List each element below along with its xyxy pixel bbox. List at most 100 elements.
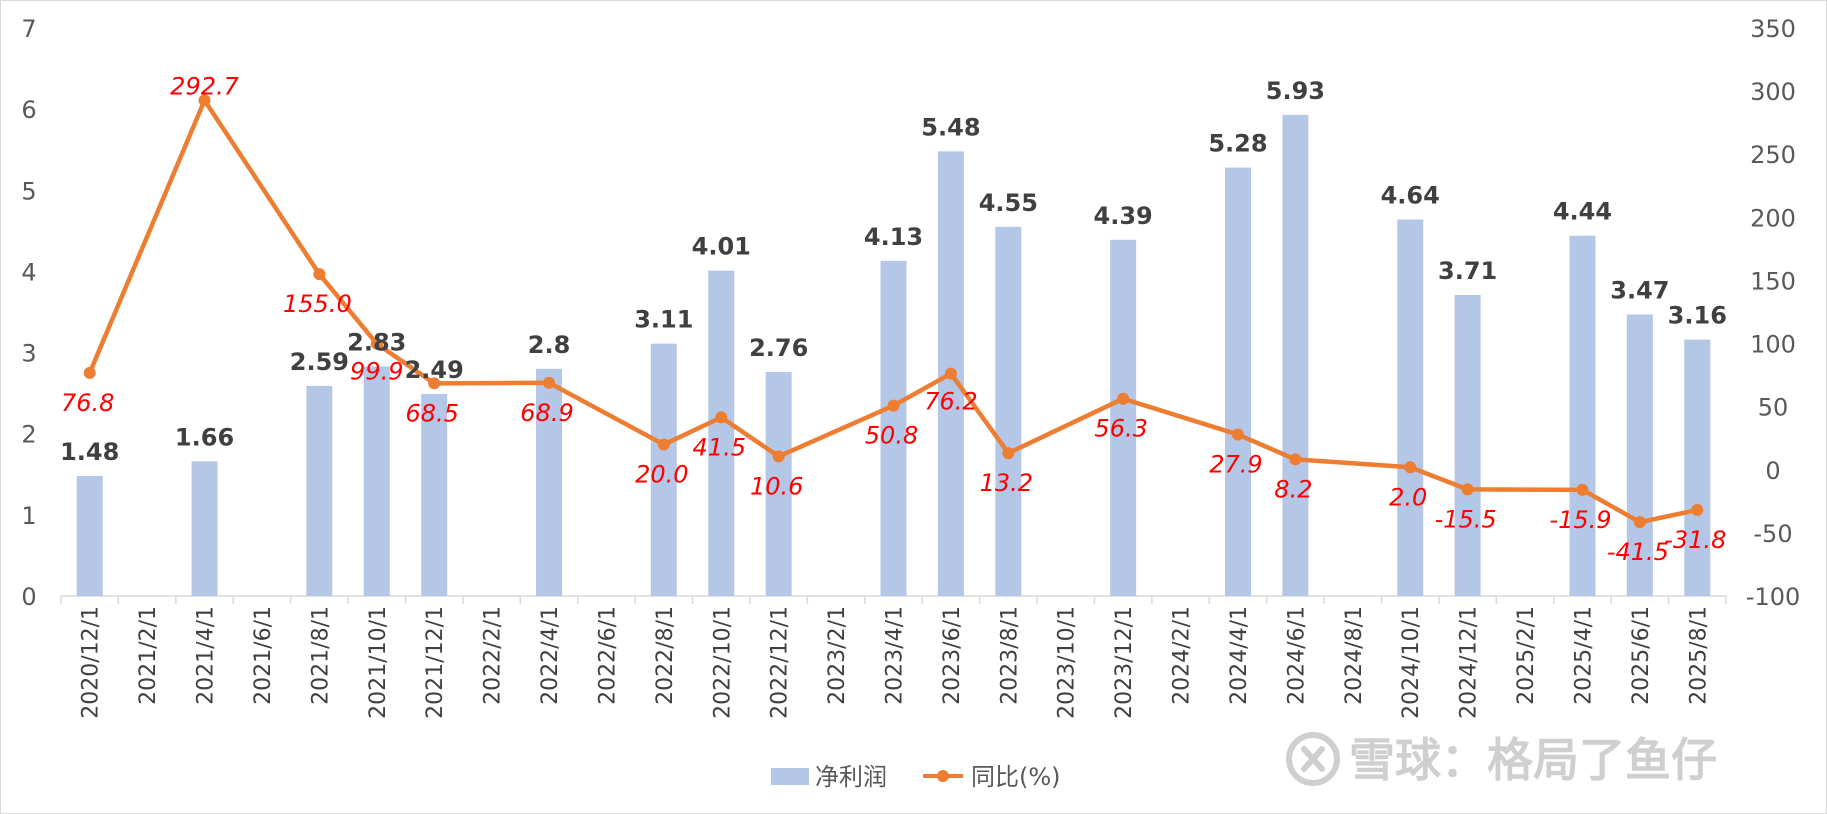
profit-bar-label: 1.48 — [60, 438, 119, 466]
snowball-logo-icon — [1286, 732, 1340, 786]
legend: 净利润 同比(%) — [771, 763, 1061, 791]
y-left-tick-label: 2 — [21, 421, 36, 449]
x-tick-label: 2022/6/1 — [595, 606, 620, 705]
y-left-axis: 0 1 2 3 4 5 6 7 — [21, 15, 36, 611]
profit-bars — [76, 114, 1711, 597]
profit-bar-label: 2.8 — [528, 331, 571, 359]
yoy-data-label: 20.0 — [635, 461, 688, 489]
yoy-line-marker — [1404, 461, 1417, 474]
x-tick-label: 2024/6/1 — [1284, 606, 1309, 705]
x-tick-label: 2021/2/1 — [136, 606, 161, 705]
yoy-line-marker — [428, 377, 441, 390]
profit-bar — [995, 226, 1022, 597]
profit-bar-label: 2.83 — [347, 328, 406, 356]
profit-bar-label: 2.76 — [749, 334, 808, 362]
x-tick-label: 2021/8/1 — [308, 606, 333, 705]
yoy-data-label: 292.7 — [170, 72, 239, 100]
yoy-data-label: 2.0 — [1389, 483, 1427, 511]
profit-bar — [306, 385, 333, 596]
x-tick-label: 2023/4/1 — [883, 606, 908, 705]
x-tick-label: 2022/4/1 — [538, 606, 563, 705]
yoy-data-label: 68.9 — [520, 399, 573, 427]
yoy-data-label: -15.5 — [1435, 505, 1497, 533]
profit-bar — [363, 366, 390, 596]
yoy-line-marker — [715, 411, 728, 424]
yoy-line-marker — [370, 337, 383, 350]
watermark: 雪球：格局了鱼仔 — [1286, 732, 1717, 787]
x-tick-label: 2022/2/1 — [481, 606, 506, 705]
yoy-data-label: 10.6 — [750, 472, 803, 500]
profit-bar-label: 5.93 — [1266, 77, 1325, 105]
yoy-line-marker — [1002, 447, 1015, 460]
y-left-tick-label: 3 — [21, 340, 36, 368]
line-data-labels: 76.8 292.7 155.0 99.968.5 68.9 20.041.510.6 50… — [61, 72, 1726, 566]
yoy-line-marker — [83, 366, 96, 379]
profit-bar-label: 4.13 — [864, 223, 923, 251]
x-tick-label: 2025/2/1 — [1514, 606, 1539, 705]
yoy-data-label: 99.9 — [350, 358, 403, 386]
profit-bar-label: 4.01 — [692, 233, 751, 261]
yoy-line-marker — [1633, 516, 1646, 529]
y-left-tick-label: 4 — [21, 258, 36, 286]
yoy-data-label: -41.5 — [1607, 538, 1669, 566]
profit-bar — [1282, 114, 1309, 596]
yoy-data-label: 76.8 — [61, 389, 114, 417]
y-right-tick-label: -50 — [1753, 520, 1792, 548]
y-right-tick-label: 100 — [1750, 331, 1796, 359]
yoy-data-label: -15.9 — [1549, 506, 1611, 534]
yoy-data-label: 155.0 — [283, 290, 352, 318]
profit-bar-label: 4.64 — [1381, 181, 1440, 209]
yoy-data-label: 50.8 — [865, 422, 918, 450]
yoy-data-label: 8.2 — [1274, 475, 1312, 503]
x-tick-label: 2023/8/1 — [997, 606, 1022, 705]
profit-bar — [765, 372, 792, 596]
profit-bar — [191, 461, 218, 596]
y-right-tick-label: 250 — [1750, 141, 1796, 169]
yoy-line-marker — [198, 94, 211, 107]
profit-bar — [880, 260, 907, 596]
x-tick-label: 2025/8/1 — [1686, 606, 1711, 705]
y-left-tick-label: 7 — [21, 15, 36, 43]
profit-bar-label: 5.48 — [921, 113, 980, 141]
x-tick-label: 2022/10/1 — [710, 606, 735, 719]
y-right-tick-label: 0 — [1765, 457, 1780, 485]
yoy-line-marker — [1691, 503, 1704, 516]
profit-bar-label: 4.55 — [979, 189, 1038, 217]
profit-bar-label: 3.16 — [1668, 302, 1727, 330]
yoy-line-marker — [944, 367, 957, 380]
yoy-line-marker — [887, 399, 900, 412]
legend-label-yoy: 同比(%) — [971, 763, 1061, 791]
yoy-data-label: 68.5 — [405, 399, 458, 427]
profit-bar — [76, 475, 103, 596]
x-tick-label: 2024/2/1 — [1170, 606, 1195, 705]
profit-bar — [1626, 314, 1653, 596]
y-left-tick-label: 0 — [21, 583, 36, 611]
profit-bar — [1454, 294, 1481, 596]
y-right-tick-label: 200 — [1750, 204, 1796, 232]
yoy-line-marker — [1576, 483, 1589, 496]
profit-bar-label: 3.47 — [1610, 276, 1669, 304]
x-axis-ticks — [60, 596, 1727, 604]
y-right-tick-label: 50 — [1758, 394, 1789, 422]
profit-bar — [1684, 339, 1711, 596]
x-tick-label: 2025/6/1 — [1629, 606, 1654, 705]
profit-bar — [421, 393, 448, 596]
watermark-text: 雪球：格局了鱼仔 — [1349, 733, 1717, 787]
y-left-tick-label: 6 — [21, 96, 36, 124]
x-tick-label: 2021/4/1 — [194, 606, 219, 705]
profit-bar — [1224, 167, 1251, 596]
yoy-data-label: 27.9 — [1209, 451, 1262, 479]
x-tick-label: 2024/4/1 — [1227, 606, 1252, 705]
x-tick-label: 2024/10/1 — [1399, 606, 1424, 719]
x-tick-label: 2023/10/1 — [1055, 606, 1080, 719]
yoy-data-label: -31.8 — [1664, 526, 1726, 554]
x-tick-label: 2021/12/1 — [423, 606, 448, 719]
profit-bar — [650, 343, 677, 596]
profit-bar — [536, 368, 563, 596]
profit-bar — [1569, 235, 1596, 596]
profit-bar-label: 4.39 — [1094, 202, 1153, 230]
yoy-line-marker — [543, 376, 556, 389]
x-tick-label: 2021/6/1 — [251, 606, 276, 705]
yoy-data-label: 13.2 — [980, 469, 1033, 497]
